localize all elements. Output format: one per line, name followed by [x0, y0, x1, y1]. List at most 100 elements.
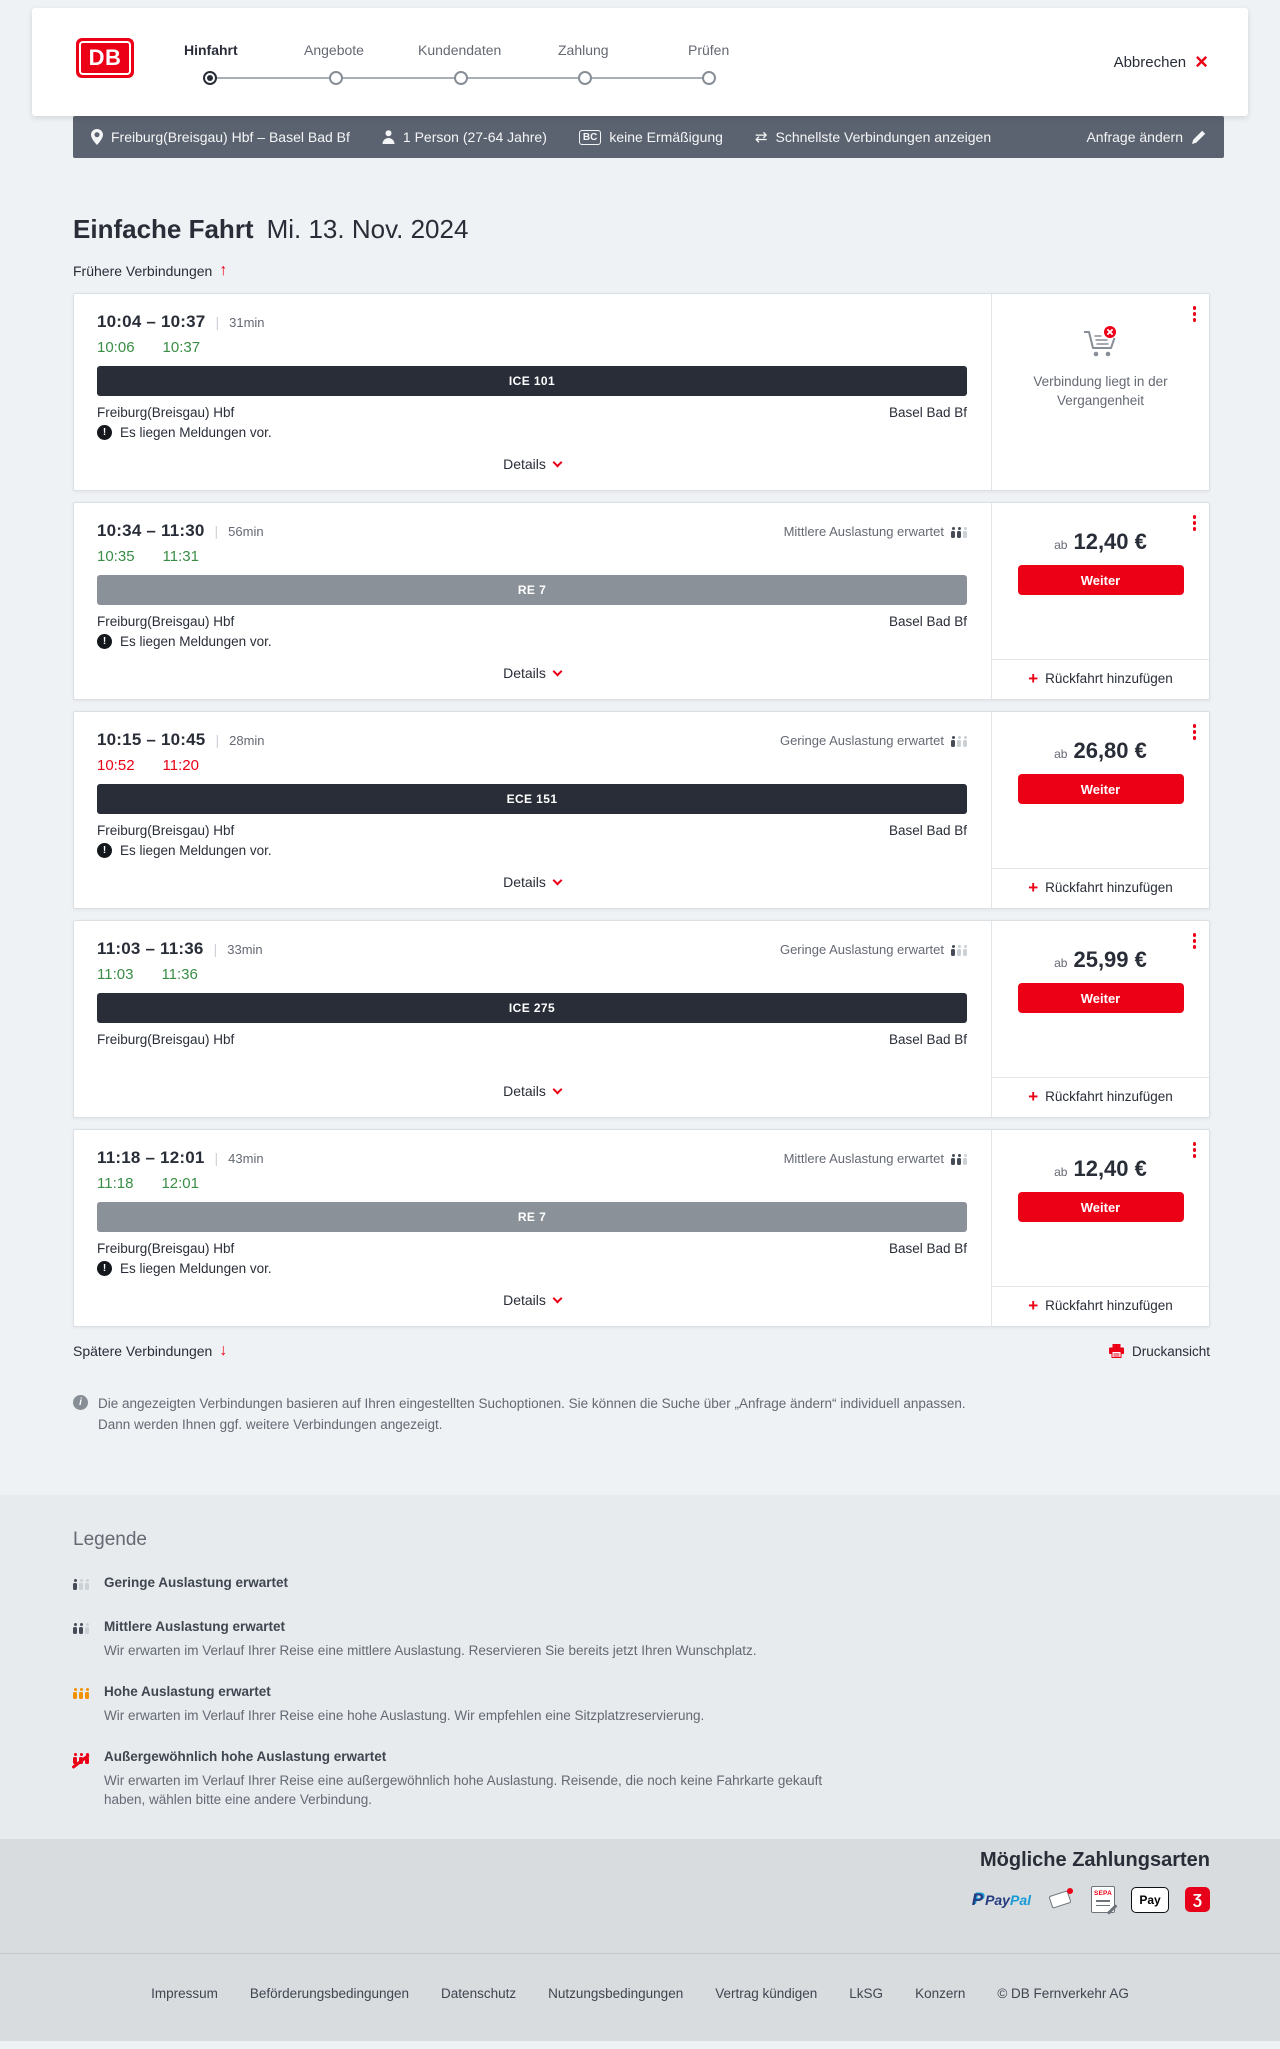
weiter-button[interactable]: Weiter	[1017, 1192, 1184, 1222]
print-view-button[interactable]: Druckansicht	[1108, 1344, 1210, 1359]
context-menu-icon[interactable]	[1190, 721, 1200, 743]
departure-time: 11:18	[97, 1175, 134, 1192]
arrow-up-icon: ↑	[219, 262, 228, 279]
add-return-button[interactable]: + Rückfahrt hinzufügen	[992, 659, 1209, 699]
context-menu-icon[interactable]	[1190, 1139, 1200, 1161]
bahncard-icon: BC	[578, 129, 602, 145]
occupancy-low-icon	[951, 734, 967, 747]
results-main: Einfache Fahrt Mi. 13. Nov. 2024 Frühere…	[73, 214, 1210, 1435]
occupancy-indicator: Geringe Auslastung erwartet	[780, 733, 967, 748]
messages-note: ! Es liegen Meldungen vor.	[97, 843, 967, 858]
price-value: 26,80 €	[1073, 738, 1147, 763]
footer-link-datenschutz[interactable]: Datenschutz	[441, 1986, 517, 2001]
duration: 31min	[229, 315, 265, 330]
connection-card-3: 10:15 – 10:45 | 28min Geringe Auslastung…	[73, 711, 1210, 909]
time-range: 11:03 – 11:36	[97, 939, 204, 958]
voucher-payment-icon: Ʒ	[1185, 1887, 1210, 1912]
details-toggle[interactable]: Details	[501, 1286, 563, 1314]
train-label: ICE 101	[508, 374, 556, 388]
chevron-down-icon	[552, 457, 563, 468]
plus-icon: +	[1028, 1086, 1039, 1106]
legend-item-medium: Mittlere Auslastung erwartet Wir erwarte…	[73, 1619, 1207, 1660]
connection-list: 10:04 – 10:37 | 31min 10:06 10:37 ICE 10…	[73, 293, 1210, 1327]
step-dot-kundendaten[interactable]	[454, 71, 468, 85]
arrival-time: 11:36	[161, 966, 198, 983]
warning-icon: !	[97, 425, 112, 440]
footer-link-konzern[interactable]: Konzern	[915, 1986, 966, 2001]
details-toggle[interactable]: Details	[501, 1077, 563, 1105]
plus-icon: +	[1028, 1295, 1039, 1315]
add-return-button[interactable]: + Rückfahrt hinzufügen	[992, 1286, 1209, 1326]
origin-station: Freiburg(Breisgau) Hbf	[97, 1032, 235, 1047]
context-menu-icon[interactable]	[1190, 512, 1200, 534]
edit-request-button[interactable]: Anfrage ändern	[1086, 129, 1206, 145]
realtime-times: 10:35 11:31	[97, 548, 967, 565]
weiter-button[interactable]: Weiter	[1017, 565, 1184, 595]
query-summary-bar: Freiburg(Breisgau) Hbf – Basel Bad Bf 1 …	[73, 116, 1224, 158]
warning-icon: !	[97, 1261, 112, 1276]
context-menu-icon[interactable]	[1190, 303, 1200, 325]
departure-time: 10:52	[97, 757, 135, 774]
add-return-button[interactable]: + Rückfahrt hinzufügen	[992, 868, 1209, 908]
train-bar: RE 7	[97, 1202, 967, 1232]
footer-link-impressum[interactable]: Impressum	[151, 1986, 218, 2001]
train-label: RE 7	[517, 583, 547, 597]
discount-summary: BC keine Ermäßigung	[578, 129, 723, 145]
past-connection-note: Verbindung liegt in der Vergangenheit	[1015, 324, 1187, 410]
discount-label: keine Ermäßigung	[609, 129, 723, 145]
cancel-button[interactable]: Abbrechen ×	[1114, 8, 1208, 116]
plus-icon: +	[1028, 877, 1039, 897]
arrow-down-icon: ↓	[219, 1342, 228, 1359]
weiter-button[interactable]: Weiter	[1017, 983, 1184, 1013]
footer-link-befoerderungsbedingungen[interactable]: Beförderungsbedingungen	[249, 1986, 410, 2001]
passenger-summary: 1 Person (27-64 Jahre)	[382, 129, 547, 145]
connection-card-5: 11:18 – 12:01 | 43min Mittlere Auslastun…	[73, 1129, 1210, 1327]
footer-link-vertrag-kuendigen[interactable]: Vertrag kündigen	[715, 1986, 818, 2001]
realtime-times: 10:52 11:20	[97, 757, 967, 774]
step-dot-pruefen[interactable]	[702, 71, 716, 85]
time-range: 11:18 – 12:01	[97, 1148, 205, 1167]
step-zahlung: Zahlung	[558, 42, 609, 58]
sepa-mandate-icon: SEPA	[1091, 1886, 1115, 1913]
location-pin-icon	[91, 129, 103, 145]
price: ab 25,99 €	[1054, 947, 1147, 972]
realtime-times: 10:06 10:37	[97, 339, 967, 356]
destination-station: Basel Bad Bf	[888, 1241, 967, 1256]
origin-station: Freiburg(Breisgau) Hbf	[97, 405, 235, 420]
later-connections-link[interactable]: Spätere Verbindungen ↓	[73, 1342, 228, 1360]
occupancy-indicator: Geringe Auslastung erwartet	[780, 942, 967, 957]
footer-link-nutzungsbedingungen[interactable]: Nutzungsbedingungen	[548, 1986, 684, 2001]
price-value: 12,40 €	[1073, 1156, 1147, 1181]
route-summary: Freiburg(Breisgau) Hbf – Basel Bad Bf	[91, 129, 350, 145]
arrival-time: 12:01	[161, 1175, 199, 1192]
transfer-arrows-icon: ⇄	[754, 129, 768, 146]
messages-note: ! Es liegen Meldungen vor.	[97, 1261, 967, 1276]
origin-station: Freiburg(Breisgau) Hbf	[97, 614, 235, 629]
step-kundendaten: Kundendaten	[418, 42, 502, 58]
step-dot-hinfahrt[interactable]	[203, 71, 217, 85]
price: ab 12,40 €	[1054, 1156, 1147, 1181]
pencil-icon	[1192, 130, 1206, 144]
duration: 33min	[227, 942, 263, 957]
step-dot-zahlung[interactable]	[578, 71, 592, 85]
messages-note: ! Es liegen Meldungen vor.	[97, 634, 967, 649]
arrival-time: 11:31	[162, 548, 199, 565]
details-toggle[interactable]: Details	[501, 868, 563, 896]
add-return-button[interactable]: + Rückfahrt hinzufügen	[992, 1077, 1209, 1117]
context-menu-icon[interactable]	[1190, 930, 1200, 952]
chevron-down-icon	[552, 666, 563, 677]
weiter-button[interactable]: Weiter	[1017, 774, 1184, 804]
duration: 28min	[229, 733, 265, 748]
step-dot-angebote[interactable]	[329, 71, 343, 85]
occupancy-indicator: Mittlere Auslastung erwartet	[784, 1151, 967, 1166]
details-toggle[interactable]: Details	[501, 450, 563, 478]
earlier-connections-link[interactable]: Frühere Verbindungen ↑	[73, 262, 228, 280]
details-toggle[interactable]: Details	[501, 659, 563, 687]
footer-nav: Impressum Beförderungsbedingungen Datens…	[0, 1954, 1280, 2041]
page-header: DB Hinfahrt Angebote Kundendaten Zahlung…	[0, 0, 1280, 116]
footer-link-lksg[interactable]: LkSG	[849, 1986, 884, 2001]
plus-icon: +	[1028, 668, 1039, 688]
legend-item-low: Geringe Auslastung erwartet	[73, 1575, 1207, 1595]
travel-date: Mi. 13. Nov. 2024	[266, 214, 469, 244]
destination-station: Basel Bad Bf	[888, 614, 967, 629]
